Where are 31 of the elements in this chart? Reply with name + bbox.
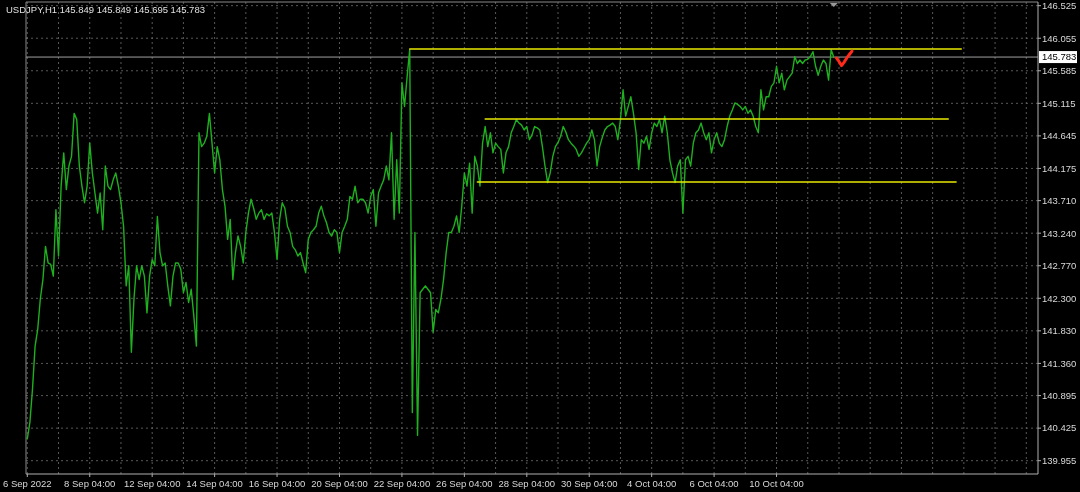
x-tick-label: 6 Oct 04:00 — [689, 478, 739, 489]
x-tick-label: 4 Oct 04:00 — [627, 478, 677, 489]
y-tick-label: 143.710 — [1042, 194, 1077, 206]
y-tick-label: 141.830 — [1042, 325, 1077, 337]
x-tick-label: 6 Sep 2022 — [3, 478, 52, 489]
x-tick-label: 20 Sep 04:00 — [311, 478, 368, 489]
y-tick-label: 142.300 — [1042, 292, 1077, 304]
y-tick-label: 141.360 — [1042, 357, 1077, 369]
x-tick-label: 12 Sep 04:00 — [123, 478, 181, 489]
y-tick-label: 144.645 — [1042, 130, 1077, 142]
line-series — [26, 48, 835, 440]
x-tick-label: 30 Sep 04:00 — [560, 478, 618, 489]
x-tick-label: 14 Sep 04:00 — [186, 478, 243, 489]
y-tick-label: 145.585 — [1042, 65, 1077, 77]
y-tick-label: 140.425 — [1042, 422, 1077, 434]
y-tick-label: 139.955 — [1042, 455, 1077, 467]
x-tick-label: 8 Sep 04:00 — [64, 478, 116, 489]
x-tick-label: 10 Oct 04:00 — [749, 478, 804, 489]
x-tick-label: 26 Sep 04:00 — [436, 478, 493, 489]
line-series — [834, 49, 854, 68]
y-tick-label: 145.115 — [1042, 97, 1076, 109]
y-tick-label: 146.525 — [1042, 0, 1077, 11]
y-tick-label: 144.175 — [1042, 162, 1077, 174]
chart-title: USDJPY,H1 145.849 145.849 145.695 145.783 — [6, 4, 205, 15]
x-tick-label: 22 Sep 04:00 — [373, 478, 431, 489]
y-tick-label: 142.770 — [1042, 260, 1077, 272]
x-tick-label: 16 Sep 04:00 — [248, 478, 306, 489]
y-tick-label: 146.055 — [1042, 32, 1077, 44]
x-tick-label: 28 Sep 04:00 — [498, 478, 556, 489]
y-tick-label: 143.240 — [1042, 227, 1077, 239]
y-tick-label: 140.895 — [1042, 389, 1077, 401]
